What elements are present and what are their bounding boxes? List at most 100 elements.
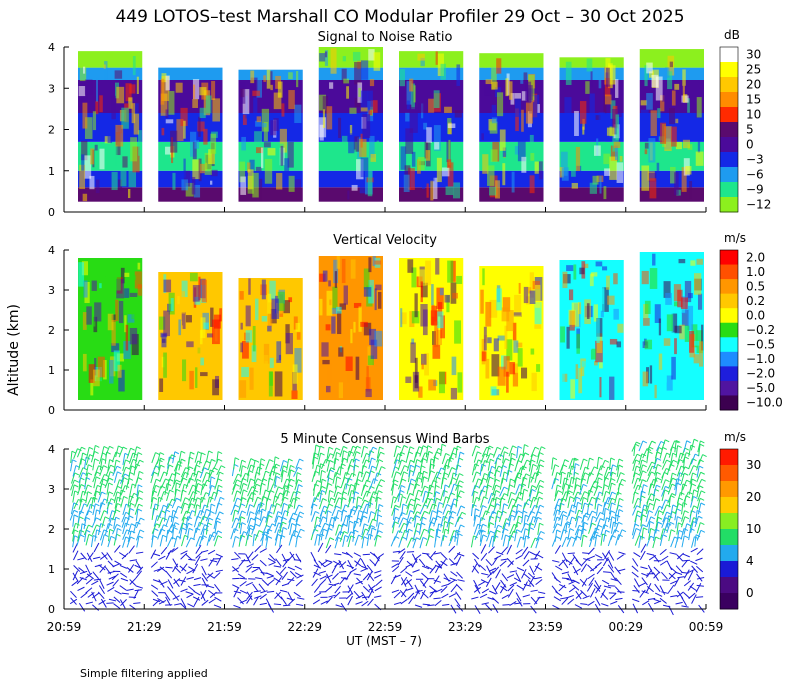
wind-barb xyxy=(311,452,315,465)
heat-speckle xyxy=(193,184,201,198)
wind-barb xyxy=(327,490,331,503)
wind-barb xyxy=(479,564,487,571)
wind-barb-flag xyxy=(250,524,255,528)
wind-barb xyxy=(347,559,354,570)
wind-barb xyxy=(136,529,141,541)
wind-barb-flag xyxy=(665,517,670,521)
wind-barb-flag xyxy=(125,459,130,463)
wind-barb-flag xyxy=(525,535,531,539)
wind-barb xyxy=(126,588,134,591)
wind-barb xyxy=(561,571,570,575)
heat-speckle xyxy=(211,80,216,100)
heat-speckle xyxy=(490,149,498,162)
wind-barb-flag xyxy=(284,496,289,500)
wind-barb xyxy=(649,479,654,490)
wind-barb-flag xyxy=(80,484,86,487)
heat-speckle xyxy=(202,312,209,330)
x-tick-label: 00:59 xyxy=(689,620,724,634)
wind-barb-flag xyxy=(240,534,246,538)
heat-speckle xyxy=(111,314,116,322)
heat-speckle xyxy=(369,328,377,346)
wind-barb xyxy=(259,559,267,567)
wind-barb xyxy=(516,467,522,478)
wind-barb-flag xyxy=(394,507,400,511)
wind-barb xyxy=(99,498,105,510)
wind-barb-flag xyxy=(139,529,145,533)
heat-speckle xyxy=(495,180,500,199)
wind-barb xyxy=(471,463,476,476)
wind-barb xyxy=(676,522,679,535)
wind-barb-flag xyxy=(379,446,384,450)
heat-speckle xyxy=(671,90,676,106)
wind-barb xyxy=(86,552,93,562)
heat-speckle xyxy=(277,291,285,311)
wind-barb xyxy=(274,591,281,599)
wind-barb xyxy=(480,552,488,561)
wind-barb-flag xyxy=(511,457,516,461)
wind-barb xyxy=(488,567,497,572)
wind-barb xyxy=(515,484,520,495)
wind-barb xyxy=(530,605,537,614)
wind-barb xyxy=(400,471,405,483)
wind-barb xyxy=(133,521,137,534)
wind-barb xyxy=(345,465,351,476)
heat-speckle xyxy=(324,50,329,66)
wind-barb-flag xyxy=(211,484,216,488)
heat-speckle xyxy=(367,171,373,197)
wind-barb xyxy=(79,577,87,581)
wind-barb xyxy=(696,459,701,471)
heat-speckle xyxy=(611,109,618,135)
wind-barb xyxy=(186,569,194,575)
wind-barb xyxy=(575,516,579,528)
wind-barb xyxy=(645,510,650,522)
wind-barb-flag xyxy=(539,504,545,508)
wind-barb xyxy=(92,471,98,483)
wind-barb-flag xyxy=(672,477,677,481)
heat-speckle xyxy=(513,340,519,353)
wind-barb xyxy=(150,471,155,484)
wind-barb xyxy=(194,451,199,463)
heat-speckle xyxy=(92,111,97,131)
wind-barb xyxy=(688,528,692,541)
wind-barb xyxy=(615,534,620,546)
wind-barb xyxy=(689,478,693,491)
wind-barb-flag xyxy=(138,497,143,500)
wind-barb xyxy=(374,570,382,574)
heat-speckle xyxy=(161,333,167,348)
wind-barb xyxy=(566,594,574,599)
heat-speckle xyxy=(511,171,515,193)
wind-barb xyxy=(614,566,621,575)
colorbar-swatch xyxy=(720,152,738,168)
wind-barb xyxy=(502,534,506,547)
wind-barb-flag xyxy=(651,471,656,475)
wind-barb-flag xyxy=(74,529,79,533)
wind-barb xyxy=(457,452,461,464)
wind-barb xyxy=(289,530,295,541)
wind-barb-flag xyxy=(574,471,579,475)
wind-barb-flag xyxy=(605,529,610,533)
heat-speckle xyxy=(261,315,268,322)
wind-barb xyxy=(589,588,596,598)
wind-barb-flag xyxy=(343,457,348,461)
wind-barb-flag xyxy=(583,458,588,462)
wind-barb-flag xyxy=(378,490,383,494)
wind-barb-flag xyxy=(94,450,99,454)
wind-barb xyxy=(356,510,360,522)
wind-barb xyxy=(400,577,407,587)
heat-speckle xyxy=(118,369,125,392)
wind-barb xyxy=(554,485,558,497)
heat-speckle xyxy=(370,100,378,113)
wind-barb xyxy=(157,485,162,497)
wind-barb-flag xyxy=(497,510,503,514)
wind-barb xyxy=(473,523,479,535)
wind-barb xyxy=(245,534,249,547)
wind-barb xyxy=(113,517,117,529)
wind-barb-flag xyxy=(435,484,440,488)
heat-speckle xyxy=(445,186,454,196)
wind-barb xyxy=(152,553,161,557)
heat-speckle xyxy=(425,150,431,161)
wind-barb-flag xyxy=(104,473,109,477)
wind-barb xyxy=(368,457,373,470)
wind-barb-flag xyxy=(342,497,347,501)
wind-barb xyxy=(368,584,375,594)
